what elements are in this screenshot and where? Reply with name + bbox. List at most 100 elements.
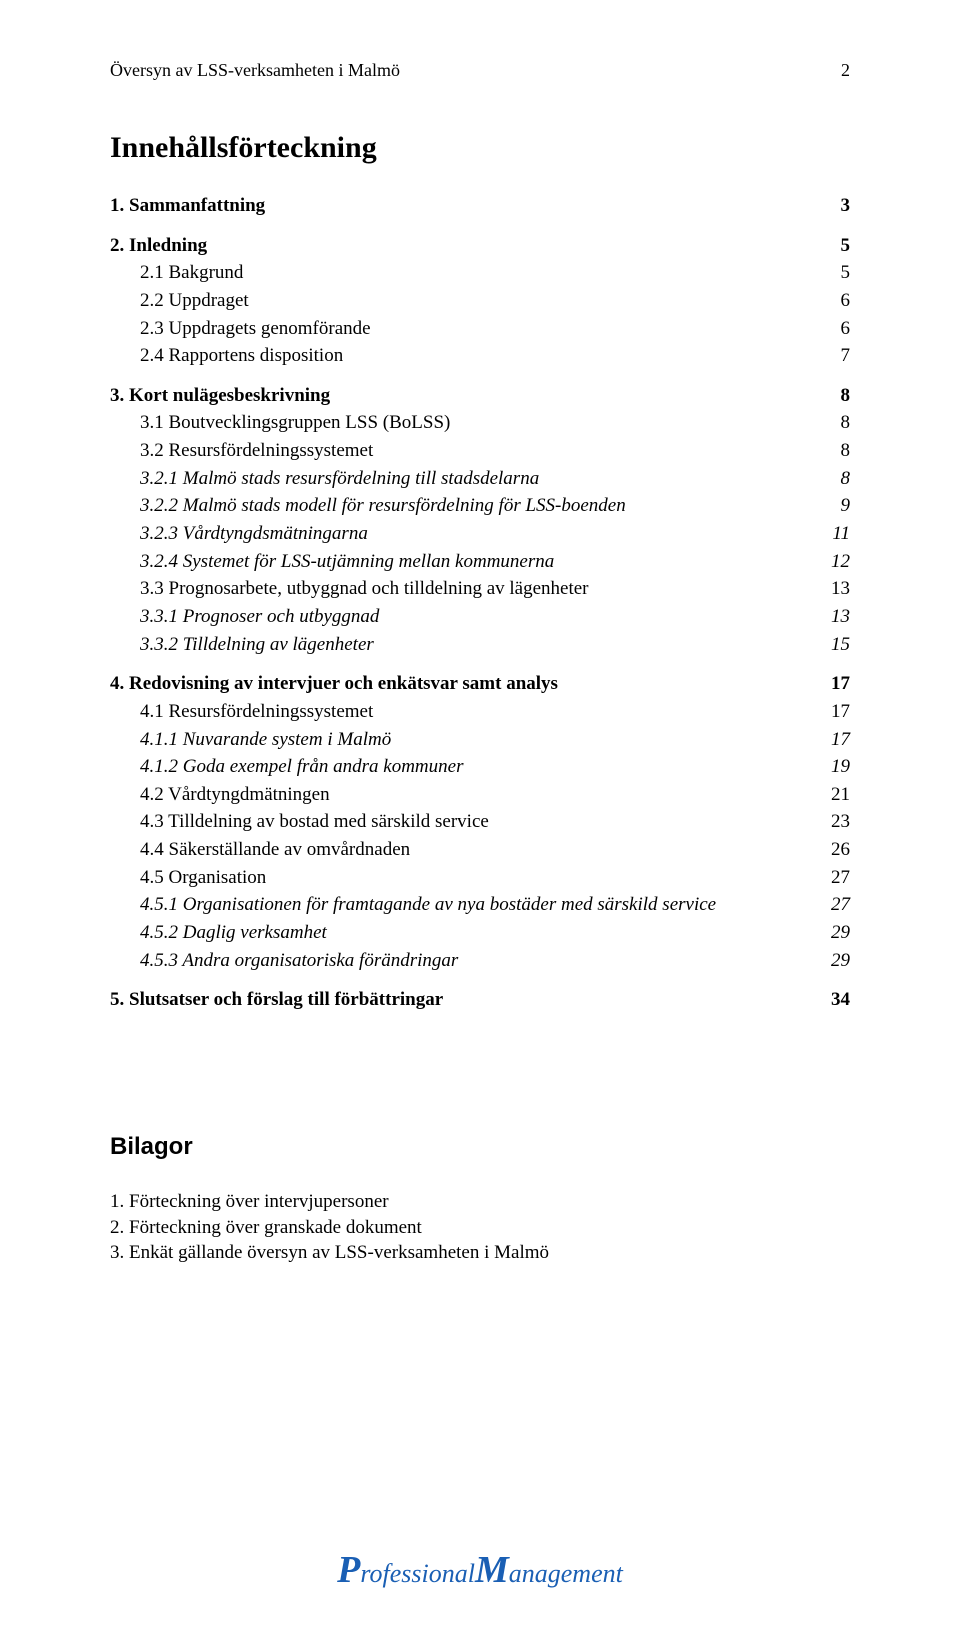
toc-entry: 5. Slutsatser och förslag till förbättri… (110, 987, 850, 1013)
toc-entry: 3.2.2 Malmö stads modell för resursförde… (110, 493, 850, 519)
toc-entry-label: 2.4 Rapportens disposition (140, 343, 814, 369)
toc-entry-label: 3.2 Resursfördelningssystemet (140, 438, 814, 464)
toc-entry-label: 4.1.1 Nuvarande system i Malmö (140, 727, 814, 753)
toc-entry-page: 9 (814, 493, 850, 519)
toc-entry: 3.3 Prognosarbete, utbyggnad och tilldel… (110, 576, 850, 602)
toc-entry-label: 4.5.1 Organisationen för framtagande av … (140, 892, 814, 918)
toc-entry-page: 12 (814, 549, 850, 575)
toc-entry: 4.5.3 Andra organisatoriska förändringar… (110, 948, 850, 974)
logo-text-m: M (475, 1548, 509, 1592)
toc-entry-page: 11 (814, 521, 850, 547)
toc-entry-label: 3.3 Prognosarbete, utbyggnad och tilldel… (140, 576, 814, 602)
toc-entry: 4.2 Vårdtyngdmätningen21 (110, 782, 850, 808)
page-header: Översyn av LSS-verksamheten i Malmö 2 (110, 60, 850, 81)
toc-entry-page: 6 (814, 316, 850, 342)
toc-list: 1. Sammanfattning32. Inledning52.1 Bakgr… (110, 193, 850, 1013)
toc-entry-page: 8 (814, 466, 850, 492)
header-page-number: 2 (841, 60, 850, 81)
toc-entry: 3.3.1 Prognoser och utbyggnad13 (110, 604, 850, 630)
logo-text-p: P (337, 1548, 360, 1592)
toc-entry: 1. Sammanfattning3 (110, 193, 850, 219)
toc-entry: 2.3 Uppdragets genomförande6 (110, 316, 850, 342)
toc-entry: 4.5.2 Daglig verksamhet29 (110, 920, 850, 946)
toc-entry: 4.4 Säkerställande av omvårdnaden26 (110, 837, 850, 863)
toc-entry-page: 17 (814, 727, 850, 753)
toc-entry-label: 4.5.3 Andra organisatoriska förändringar (140, 948, 814, 974)
toc-title: Innehållsförteckning (110, 131, 850, 165)
toc-entry-page: 34 (814, 987, 850, 1013)
toc-entry: 3.3.2 Tilldelning av lägenheter15 (110, 632, 850, 658)
toc-entry-page: 17 (814, 671, 850, 697)
toc-entry: 4.5 Organisation27 (110, 865, 850, 891)
toc-entry-label: 4.4 Säkerställande av omvårdnaden (140, 837, 814, 863)
toc-entry-label: 3.3.1 Prognoser och utbyggnad (140, 604, 814, 630)
logo-text: Professional Management (337, 1548, 623, 1592)
toc-entry-label: 4.1.2 Goda exempel från andra kommuner (140, 754, 814, 780)
toc-entry: 2.2 Uppdraget6 (110, 288, 850, 314)
toc-entry-page: 6 (814, 288, 850, 314)
toc-entry: 2.4 Rapportens disposition7 (110, 343, 850, 369)
toc-entry-page: 29 (814, 920, 850, 946)
toc-entry-label: 2. Inledning (110, 233, 814, 259)
toc-entry-page: 27 (814, 865, 850, 891)
toc-entry-page: 23 (814, 809, 850, 835)
toc-entry-label: 4.5 Organisation (140, 865, 814, 891)
toc-entry-page: 5 (814, 233, 850, 259)
toc-entry-page: 19 (814, 754, 850, 780)
toc-entry: 3.2.1 Malmö stads resursfördelning till … (110, 466, 850, 492)
toc-entry-page: 27 (814, 892, 850, 918)
toc-entry-label: 3.1 Boutvecklingsgruppen LSS (BoLSS) (140, 410, 814, 436)
toc-entry-label: 3.2.2 Malmö stads modell för resursförde… (140, 493, 814, 519)
toc-entry-label: 4. Redovisning av intervjuer och enkätsv… (110, 671, 814, 697)
toc-entry-label: 3.2.4 Systemet för LSS-utjämning mellan … (140, 549, 814, 575)
toc-entry-label: 2.2 Uppdraget (140, 288, 814, 314)
toc-entry-label: 3.2.1 Malmö stads resursfördelning till … (140, 466, 814, 492)
logo-text-pr: rofessional (360, 1559, 475, 1589)
toc-entry-page: 17 (814, 699, 850, 725)
toc-entry-label: 4.5.2 Daglig verksamhet (140, 920, 814, 946)
toc-entry: 4.1.1 Nuvarande system i Malmö17 (110, 727, 850, 753)
toc-entry: 4. Redovisning av intervjuer och enkätsv… (110, 671, 850, 697)
toc-entry-page: 8 (814, 383, 850, 409)
toc-entry-label: 4.3 Tilldelning av bostad med särskild s… (140, 809, 814, 835)
toc-entry-page: 29 (814, 948, 850, 974)
toc-entry-page: 26 (814, 837, 850, 863)
toc-entry-label: 3.3.2 Tilldelning av lägenheter (140, 632, 814, 658)
toc-entry: 3. Kort nulägesbeskrivning8 (110, 383, 850, 409)
toc-entry-label: 2.1 Bakgrund (140, 260, 814, 286)
bilagor-item: 2. Förteckning över granskade dokument (110, 1215, 850, 1241)
toc-entry: 4.3 Tilldelning av bostad med särskild s… (110, 809, 850, 835)
toc-entry-page: 5 (814, 260, 850, 286)
toc-entry-page: 13 (814, 576, 850, 602)
toc-entry: 4.1 Resursfördelningssystemet17 (110, 699, 850, 725)
toc-entry-label: 3. Kort nulägesbeskrivning (110, 383, 814, 409)
toc-entry-label: 1. Sammanfattning (110, 193, 814, 219)
header-left: Översyn av LSS-verksamheten i Malmö (110, 60, 400, 81)
toc-entry-label: 4.1 Resursfördelningssystemet (140, 699, 814, 725)
toc-entry-page: 7 (814, 343, 850, 369)
toc-entry-label: 5. Slutsatser och förslag till förbättri… (110, 987, 814, 1013)
toc-entry: 2.1 Bakgrund5 (110, 260, 850, 286)
toc-entry: 3.2 Resursfördelningssystemet8 (110, 438, 850, 464)
toc-entry: 4.1.2 Goda exempel från andra kommuner19 (110, 754, 850, 780)
logo-text-mr: anagement (509, 1559, 623, 1589)
toc-entry: 3.2.3 Vårdtyngdsmätningarna11 (110, 521, 850, 547)
toc-entry-page: 3 (814, 193, 850, 219)
toc-entry: 4.5.1 Organisationen för framtagande av … (110, 892, 850, 918)
bilagor-item: 1. Förteckning över intervjupersoner (110, 1189, 850, 1215)
toc-entry-page: 21 (814, 782, 850, 808)
toc-entry-page: 13 (814, 604, 850, 630)
toc-entry-page: 8 (814, 438, 850, 464)
toc-entry: 3.1 Boutvecklingsgruppen LSS (BoLSS)8 (110, 410, 850, 436)
bilagor-title: Bilagor (110, 1133, 850, 1161)
bilagor-list: 1. Förteckning över intervjupersoner2. F… (110, 1189, 850, 1266)
toc-entry: 2. Inledning5 (110, 233, 850, 259)
bilagor-item: 3. Enkät gällande översyn av LSS-verksam… (110, 1240, 850, 1266)
toc-entry-page: 15 (814, 632, 850, 658)
toc-entry-page: 8 (814, 410, 850, 436)
toc-entry-label: 3.2.3 Vårdtyngdsmätningarna (140, 521, 814, 547)
toc-entry-label: 4.2 Vårdtyngdmätningen (140, 782, 814, 808)
footer-logo: Professional Management (337, 1548, 623, 1592)
toc-entry: 3.2.4 Systemet för LSS-utjämning mellan … (110, 549, 850, 575)
toc-entry-label: 2.3 Uppdragets genomförande (140, 316, 814, 342)
